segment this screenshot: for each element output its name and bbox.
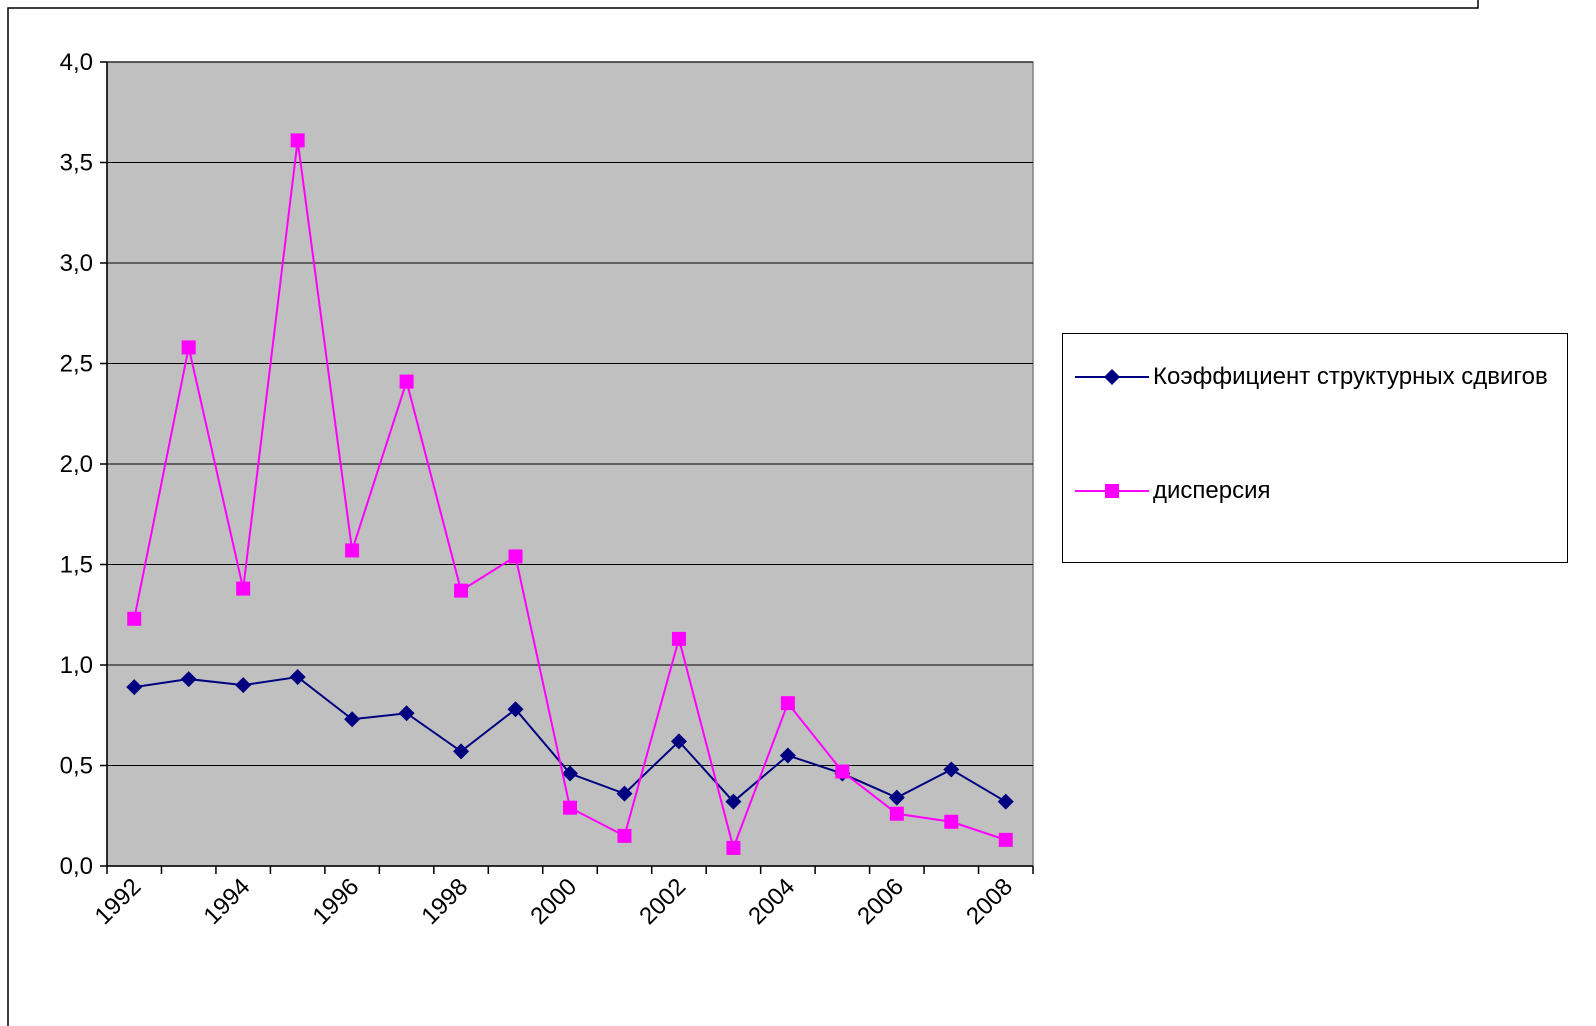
marker bbox=[997, 793, 1014, 810]
marker bbox=[671, 631, 686, 646]
legend: Коэффициент структурных сдвигов дисперсия bbox=[1062, 333, 1568, 563]
marker bbox=[617, 828, 632, 843]
marker bbox=[345, 543, 360, 558]
x-tick-label: 2006 bbox=[852, 873, 909, 930]
marker bbox=[562, 765, 578, 782]
marker bbox=[127, 611, 142, 626]
y-tick-label: 0,0 bbox=[60, 853, 93, 880]
x-tick-label: 1996 bbox=[308, 873, 365, 930]
y-tick-label: 3,0 bbox=[60, 250, 93, 277]
marker bbox=[835, 764, 850, 779]
marker bbox=[780, 696, 795, 711]
chart-frame bbox=[7, 0, 1479, 1026]
marker bbox=[344, 711, 361, 728]
marker bbox=[998, 832, 1013, 847]
y-tick-label: 4,0 bbox=[60, 49, 93, 76]
y-tick-label: 0,5 bbox=[60, 753, 93, 780]
legend-icon bbox=[1075, 484, 1149, 498]
marker bbox=[289, 669, 306, 686]
marker bbox=[126, 679, 143, 696]
marker bbox=[508, 549, 523, 564]
x-tick-label: 2000 bbox=[525, 873, 582, 930]
marker bbox=[726, 840, 741, 855]
y-tick-label: 2,5 bbox=[60, 351, 93, 378]
y-tick-label: 3,5 bbox=[60, 150, 93, 177]
marker bbox=[398, 705, 415, 722]
marker bbox=[181, 340, 196, 355]
marker bbox=[725, 793, 742, 810]
x-tick-label: 2002 bbox=[634, 873, 691, 930]
marker bbox=[779, 747, 796, 764]
y-tick-label: 1,5 bbox=[60, 552, 93, 579]
marker bbox=[563, 800, 577, 815]
legend-label: Коэффициент структурных сдвигов bbox=[1153, 363, 1548, 390]
marker bbox=[944, 814, 959, 829]
legend-label: дисперсия bbox=[1153, 477, 1271, 504]
x-tick-label: 1992 bbox=[90, 873, 147, 930]
x-tick-label: 1998 bbox=[416, 873, 473, 930]
legend-icon bbox=[1075, 369, 1149, 385]
marker bbox=[888, 789, 905, 806]
marker bbox=[453, 743, 470, 760]
marker bbox=[616, 785, 633, 802]
marker bbox=[236, 581, 251, 596]
marker bbox=[507, 701, 524, 718]
marker bbox=[889, 806, 904, 821]
marker bbox=[1105, 484, 1119, 498]
marker bbox=[399, 374, 414, 389]
marker bbox=[1104, 369, 1120, 385]
x-tick-label: 1994 bbox=[199, 873, 256, 930]
marker bbox=[670, 733, 687, 750]
legend-item: дисперсия bbox=[1063, 476, 1558, 506]
marker bbox=[290, 133, 305, 148]
marker bbox=[235, 677, 252, 694]
y-tick-label: 1,0 bbox=[60, 652, 93, 679]
x-tick-label: 2004 bbox=[743, 873, 800, 930]
marker bbox=[454, 583, 469, 598]
legend-item: Коэффициент структурных сдвигов bbox=[1063, 362, 1558, 392]
marker bbox=[180, 671, 197, 688]
x-tick-label: 2008 bbox=[961, 873, 1018, 930]
y-tick-label: 2,0 bbox=[60, 451, 93, 478]
marker bbox=[943, 761, 960, 778]
